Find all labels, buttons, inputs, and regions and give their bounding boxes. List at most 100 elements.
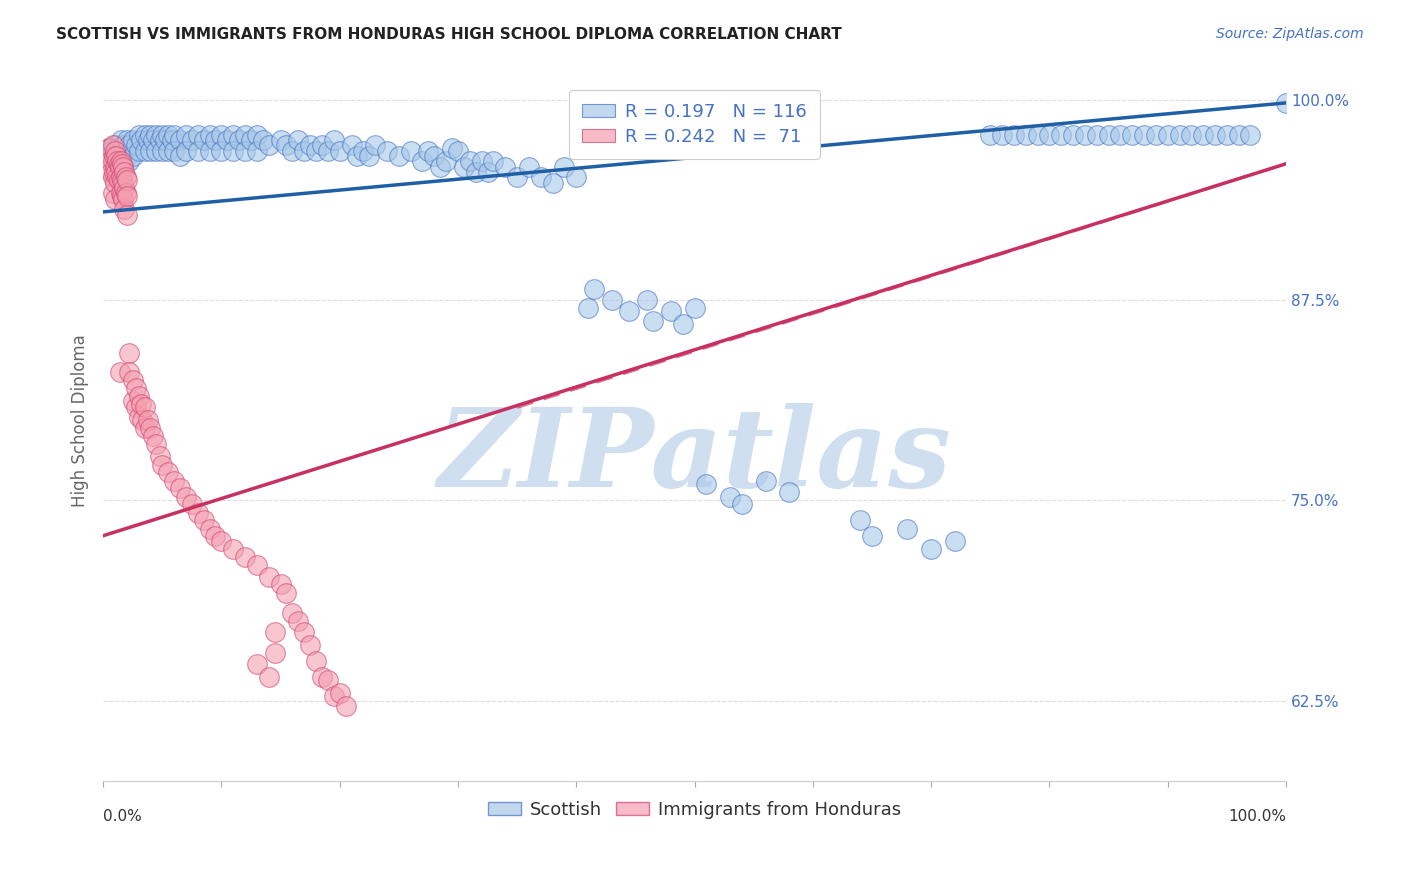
Point: [101, 169, 124, 184]
Point: [329, 686, 352, 700]
Point: [150, 458, 173, 473]
Point: [107, 173, 129, 187]
Point: [101, 144, 124, 158]
Point: [98, 153, 121, 168]
Point: [270, 576, 292, 591]
Point: [1192, 128, 1215, 142]
Point: [1050, 128, 1073, 142]
Point: [157, 465, 180, 479]
Point: [174, 144, 197, 158]
Point: [453, 160, 475, 174]
Point: [104, 153, 127, 168]
Point: [576, 301, 599, 315]
Point: [187, 506, 209, 520]
Point: [1133, 128, 1156, 142]
Point: [316, 144, 339, 158]
Point: [136, 413, 159, 427]
Point: [145, 437, 167, 451]
Point: [364, 137, 387, 152]
Point: [222, 541, 245, 556]
Point: [778, 485, 800, 500]
Point: [163, 144, 186, 158]
Point: [112, 160, 135, 174]
Point: [316, 673, 339, 687]
Point: [107, 157, 129, 171]
Point: [423, 149, 446, 163]
Point: [233, 128, 256, 142]
Point: [125, 137, 148, 152]
Point: [187, 144, 209, 158]
Point: [112, 176, 135, 190]
Text: ZIPatlas: ZIPatlas: [437, 402, 952, 510]
Point: [110, 169, 132, 184]
Point: [399, 144, 422, 158]
Point: [292, 624, 315, 639]
Point: [105, 141, 128, 155]
Point: [335, 698, 357, 713]
Point: [281, 606, 304, 620]
Point: [257, 137, 280, 152]
Point: [276, 137, 298, 152]
Point: [920, 541, 942, 556]
Point: [115, 189, 138, 203]
Point: [118, 346, 141, 360]
Point: [112, 165, 135, 179]
Point: [134, 401, 156, 415]
Point: [104, 160, 127, 174]
Point: [233, 144, 256, 158]
Point: [1227, 128, 1250, 142]
Point: [441, 141, 464, 155]
Point: [121, 133, 143, 147]
Point: [169, 149, 191, 163]
Point: [263, 624, 285, 639]
Point: [145, 128, 167, 142]
Point: [600, 293, 623, 307]
Point: [114, 186, 136, 200]
Point: [110, 186, 132, 200]
Point: [134, 421, 156, 435]
Point: [112, 192, 135, 206]
Point: [541, 176, 564, 190]
Point: [157, 128, 180, 142]
Point: [299, 638, 322, 652]
Point: [418, 144, 440, 158]
Text: 100.0%: 100.0%: [1227, 809, 1286, 823]
Point: [991, 128, 1014, 142]
Point: [359, 149, 381, 163]
Point: [169, 133, 191, 147]
Point: [896, 522, 918, 536]
Point: [115, 149, 138, 163]
Legend: Scottish, Immigrants from Honduras: Scottish, Immigrants from Honduras: [481, 794, 908, 826]
Point: [128, 144, 150, 158]
Point: [125, 381, 148, 395]
Point: [943, 533, 966, 548]
Point: [150, 144, 173, 158]
Point: [565, 169, 588, 184]
Point: [276, 586, 298, 600]
Point: [287, 133, 309, 147]
Point: [1204, 128, 1226, 142]
Point: [118, 365, 141, 379]
Point: [157, 144, 180, 158]
Point: [530, 169, 553, 184]
Point: [139, 144, 162, 158]
Point: [98, 141, 121, 155]
Point: [104, 144, 127, 158]
Point: [128, 128, 150, 142]
Point: [287, 614, 309, 628]
Point: [209, 128, 232, 142]
Point: [458, 153, 481, 168]
Point: [187, 128, 209, 142]
Point: [121, 149, 143, 163]
Point: [111, 189, 134, 203]
Point: [375, 144, 398, 158]
Point: [100, 165, 122, 179]
Point: [145, 144, 167, 158]
Point: [222, 128, 245, 142]
Point: [103, 165, 125, 179]
Point: [228, 133, 250, 147]
Point: [180, 133, 202, 147]
Point: [104, 192, 127, 206]
Point: [246, 558, 269, 572]
Point: [131, 413, 153, 427]
